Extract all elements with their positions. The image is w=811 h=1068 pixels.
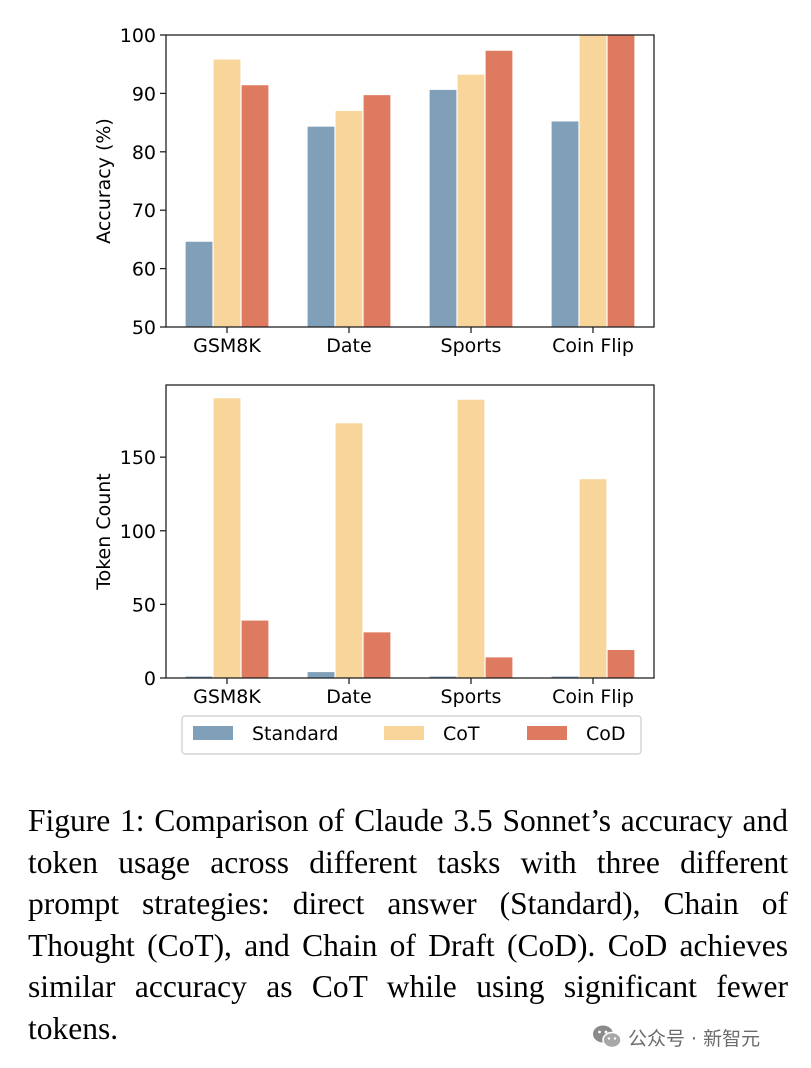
- y-tick-label: 0: [144, 668, 156, 690]
- figure-caption: Figure 1: Comparison of Claude 3.5 Sonne…: [28, 803, 788, 1046]
- bar-standard-coin-flip: [551, 676, 579, 678]
- bar-standard-sports: [429, 89, 457, 328]
- bar-standard-date: [307, 672, 335, 678]
- y-tick-label: 150: [120, 447, 156, 469]
- y-tick-label: 50: [132, 317, 156, 339]
- bar-standard-coin-flip: [551, 121, 579, 327]
- bar-cot-gsm8k: [213, 59, 241, 327]
- bar-cot-coin-flip: [579, 35, 607, 327]
- x-tick-label: Coin Flip: [552, 335, 634, 357]
- chart-legend: Standard CoT CoD: [181, 715, 642, 755]
- watermark-text: 公众号 · 新智元: [628, 1027, 761, 1050]
- watermark: 公众号 · 新智元: [592, 1022, 760, 1052]
- legend-swatch-cot: [384, 726, 424, 740]
- y-tick-label: 70: [132, 200, 156, 222]
- bar-cod-sports: [485, 50, 513, 327]
- bar-cod-date: [363, 95, 391, 327]
- bar-cod-coin-flip: [607, 650, 635, 678]
- legend-label-standard: Standard: [252, 723, 338, 745]
- x-tick-label: Date: [326, 335, 371, 357]
- bar-cot-date: [335, 110, 363, 327]
- bar-cod-gsm8k: [241, 620, 269, 678]
- x-tick-label: Sports: [441, 686, 502, 708]
- bar-cod-sports: [485, 657, 513, 678]
- y-tick-label: 90: [132, 83, 156, 105]
- y-tick-label: 60: [132, 259, 156, 281]
- y-tick-label: 100: [120, 521, 156, 543]
- accuracy-chart: 50 60 70 80 90 100 GSM8K Date Sports Coin Flip Acc…: [93, 25, 655, 357]
- y-axis-label: Accuracy (%): [93, 118, 115, 244]
- x-tick-label: Date: [326, 686, 371, 708]
- y-axis-label: Token Count: [93, 473, 115, 591]
- bar-cod-gsm8k: [241, 85, 269, 327]
- wechat-icon: [593, 1025, 622, 1049]
- bar-standard-date: [307, 126, 335, 327]
- bar-standard-sports: [429, 676, 457, 678]
- bar-cot-coin-flip: [579, 479, 607, 678]
- bar-cot-sports: [457, 399, 485, 678]
- bar-standard-gsm8k: [185, 241, 213, 327]
- x-tick-label: Coin Flip: [552, 686, 634, 708]
- legend-label-cod: CoD: [586, 723, 626, 745]
- legend-swatch-standard: [193, 726, 233, 740]
- bar-cot-sports: [457, 74, 485, 327]
- x-tick-label: GSM8K: [193, 686, 261, 708]
- x-tick-label: GSM8K: [193, 335, 261, 357]
- bar-cot-date: [335, 423, 363, 678]
- bar-standard-gsm8k: [185, 676, 213, 678]
- y-tick-label: 50: [132, 594, 156, 616]
- legend-label-cot: CoT: [443, 723, 480, 745]
- plot-frame: [165, 384, 655, 679]
- figure-charts: 50 60 70 80 90 100 GSM8K Date Sports Coin Flip Acc…: [93, 25, 655, 755]
- y-tick-label: 100: [120, 25, 156, 47]
- y-tick-label: 80: [132, 142, 156, 164]
- bar-cot-gsm8k: [213, 398, 241, 678]
- x-tick-label: Sports: [441, 335, 502, 357]
- token-count-chart: 0 50 100 150 GSM8K Date Sports Coin Flip Token C…: [93, 384, 655, 708]
- plot-frame: [165, 34, 655, 328]
- bar-cod-coin-flip: [607, 35, 635, 327]
- bar-cod-date: [363, 632, 391, 678]
- legend-swatch-cod: [527, 726, 567, 740]
